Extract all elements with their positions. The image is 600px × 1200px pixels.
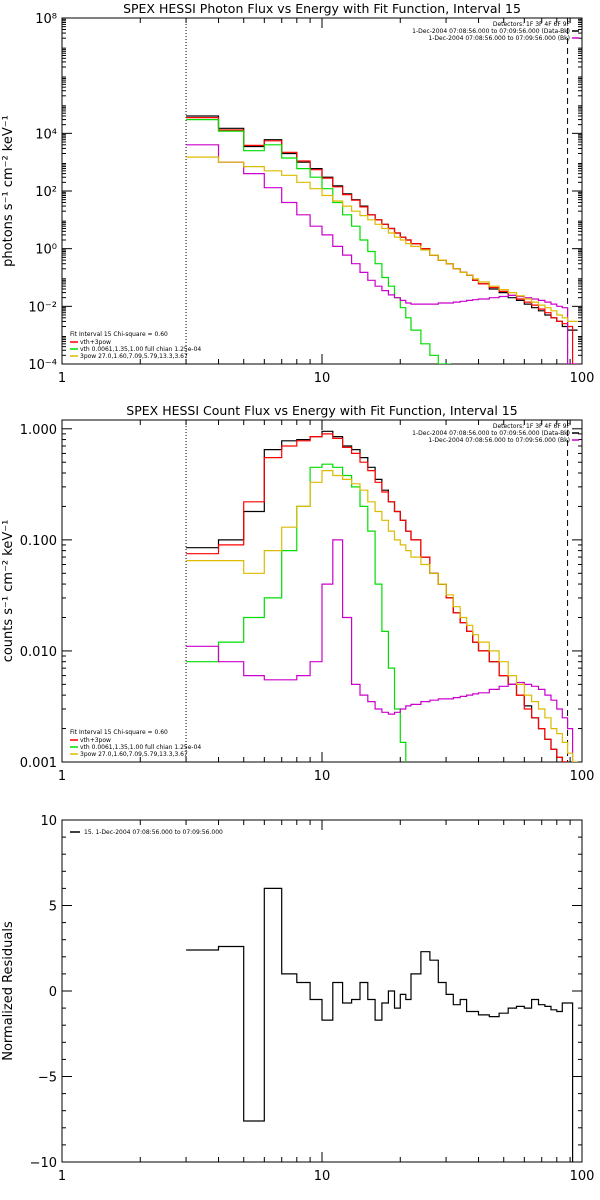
info-text: 1-Dec-2004 07:08:56.000 to 07:09:56.000 … (412, 28, 570, 35)
x-tick-label: 100 (570, 769, 595, 784)
series-line-3pow (186, 539, 574, 762)
y-axis-label: counts s⁻¹ cm⁻² keV⁻¹ (1, 520, 16, 663)
y-tick-label: 0.100 (20, 534, 57, 549)
y-tick-label: 10⁴ (35, 127, 57, 142)
series-line-3pow (186, 144, 578, 364)
series-line-vth (186, 119, 451, 364)
x-tick-label: 1 (58, 371, 66, 386)
y-tick-label: 0.010 (20, 645, 57, 660)
plot-1 (61, 17, 583, 365)
y-tick-label: 10⁸ (35, 12, 57, 27)
series-line-vth-3pow (186, 433, 569, 762)
plot-2 (61, 419, 583, 763)
y-tick-label: 10 (40, 814, 57, 829)
y-tick-label: 10² (35, 185, 57, 200)
y-tick-label: 10⁻⁴ (28, 358, 57, 373)
legend-item: vth 0.0061,1.35,1.00 full chian 1.25e-04 (80, 744, 201, 751)
legend-item: 15. 1-Dec-2004 07:08:56.000 to 07:09:56.… (84, 829, 223, 836)
series-group (186, 887, 574, 1162)
series-line-3pow (186, 470, 578, 762)
series-line-15-1-dec-2004-07-08-56-000-to-07-09-56-000 (186, 887, 574, 1162)
x-tick-label: 100 (570, 371, 595, 386)
y-tick-label: 0 (49, 985, 57, 1000)
legend-item: vth 0.0061,1.35,1.00 full chian 1.25e-04 (80, 346, 201, 353)
x-tick-label: 1 (58, 1169, 66, 1184)
x-tick-label: 100 (570, 1169, 595, 1184)
y-tick-label: −10 (30, 1156, 57, 1171)
y-axis-label: photons s⁻¹ cm⁻² keV⁻¹ (1, 115, 16, 267)
info-text: 1-Dec-2004 07:08:56.000 to 07:09:56.000 … (428, 35, 570, 42)
chart-title: SPEX HESSI Count Flux vs Energy with Fit… (126, 403, 517, 418)
x-tick-label: 1 (58, 769, 66, 784)
chart-title: SPEX HESSI Photon Flux vs Energy with Fi… (123, 1, 521, 16)
series-group (186, 115, 578, 364)
legend-item: vth+3pow (80, 737, 111, 744)
legend-item: vth+3pow (80, 339, 111, 346)
info-text: Detectors: 1F 3F 4F 6F 9F (493, 423, 571, 430)
fit-legend-header: Fit Interval 15 Chi-square = 0.60 (70, 729, 168, 736)
series-group (186, 430, 578, 762)
plot-3 (61, 819, 583, 1163)
series-line-vth-3pow (186, 117, 578, 364)
y-tick-label: 10⁰ (35, 243, 57, 258)
y-tick-label: 0.001 (20, 756, 57, 771)
x-tick-label: 10 (314, 769, 331, 784)
y-tick-label: 1.000 (20, 423, 57, 438)
y-tick-label: 10⁻² (28, 300, 57, 315)
info-text: 1-Dec-2004 07:08:56.000 to 07:09:56.000 … (412, 430, 570, 437)
plot-frame (61, 819, 583, 1163)
info-text: Detectors: 1F 3F 4F 6F 9F (493, 21, 571, 28)
x-tick-label: 10 (314, 371, 331, 386)
legend-item: 3pow 27.0,1.60,7.09,5.79,13.3,3.67 (80, 751, 188, 758)
series-line-vth (186, 463, 407, 762)
series-line-3pow (186, 156, 578, 322)
info-text: 1-Dec-2004 07:08:56.000 to 07:09:56.000 … (428, 437, 570, 444)
legend-item: 3pow 27.0,1.60,7.09,5.79,13.3,3.67 (80, 353, 188, 360)
x-tick-label: 10 (314, 1169, 331, 1184)
y-tick-label: 5 (49, 900, 57, 915)
fit-legend-header: Fit Interval 15 Chi-square = 0.60 (70, 331, 168, 338)
y-axis-label: Normalized Residuals (1, 921, 16, 1061)
y-tick-label: −5 (38, 1071, 57, 1086)
